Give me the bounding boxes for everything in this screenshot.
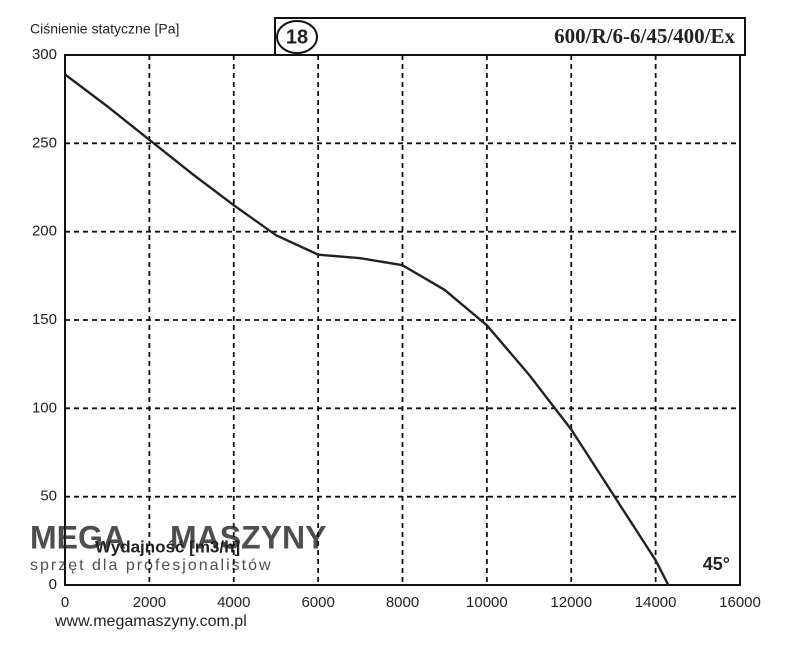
x-axis-label: Wydajność [m3/h] [95,537,240,556]
watermark-brand: MASZYNY [170,519,326,555]
y-tick-label: 0 [49,576,57,593]
y-tick-label: 200 [32,223,57,240]
x-tick-label: 14000 [635,594,677,611]
x-tick-label: 2000 [133,594,166,611]
x-tick-label: 4000 [217,594,250,611]
y-tick-label: 150 [32,311,57,328]
watermark-brand: MEGA [30,519,126,555]
watermark-url: www.megamaszyny.com.pl [54,613,247,630]
y-tick-label: 300 [32,46,57,63]
x-tick-label: 8000 [386,594,419,611]
x-tick-label: 12000 [550,594,592,611]
chart-title: 600/R/6-6/45/400/Ex [554,24,735,48]
x-tick-label: 6000 [301,594,334,611]
badge-circle [276,20,318,54]
y-tick-label: 50 [40,488,57,505]
annotation: 45° [703,554,730,574]
badge: 18 [286,26,308,48]
x-tick-label: 0 [61,594,69,611]
watermark-slogan: sprzęt dla profesjonalistów [30,557,273,574]
y-axis-label: Ciśnienie statyczne [Pa] [30,21,179,37]
y-tick-label: 250 [32,134,57,151]
curve [64,73,670,586]
y-tick-label: 100 [32,399,57,416]
x-tick-label: 16000 [719,594,761,611]
x-tick-label: 10000 [466,594,508,611]
